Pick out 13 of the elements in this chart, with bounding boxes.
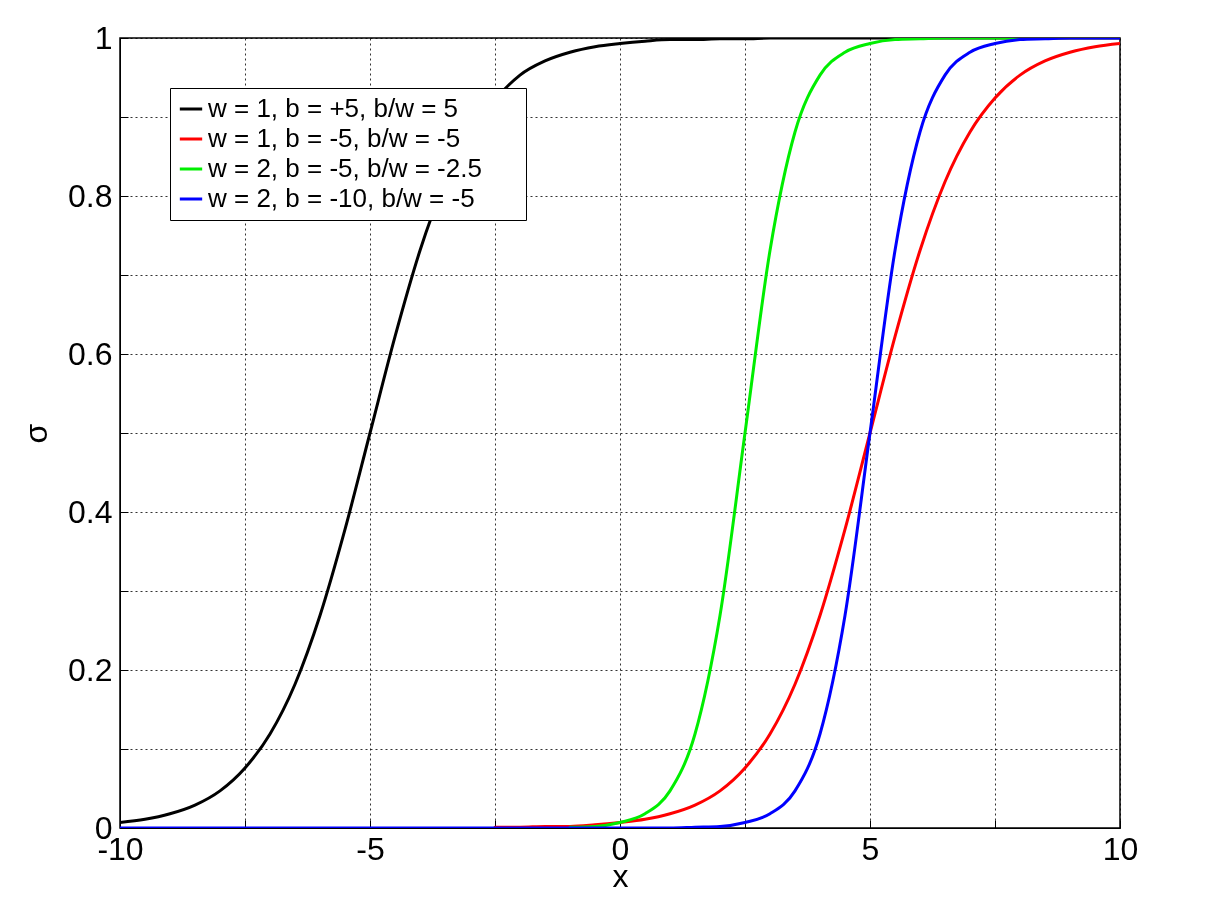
y-tick-label: 0.4 (68, 493, 113, 530)
x-tick-label: 5 (861, 830, 880, 867)
y-tick-label: 1 (94, 19, 113, 56)
legend-label: w = 1, b = -5, b/w = -5 (207, 123, 461, 153)
legend-label: w = 1, b = +5, b/w = 5 (207, 93, 459, 123)
x-tick-label: -5 (356, 830, 385, 867)
legend-label: w = 2, b = -5, b/w = -2.5 (207, 153, 482, 183)
y-axis-title: σ (18, 423, 55, 444)
y-tick-label: 0.2 (68, 651, 113, 688)
x-tick-label: 10 (1102, 830, 1139, 867)
y-tick-label: 0.6 (68, 335, 113, 372)
y-tick-label: 0.8 (68, 177, 113, 214)
legend-label: w = 2, b = -10, b/w = -5 (207, 183, 475, 213)
